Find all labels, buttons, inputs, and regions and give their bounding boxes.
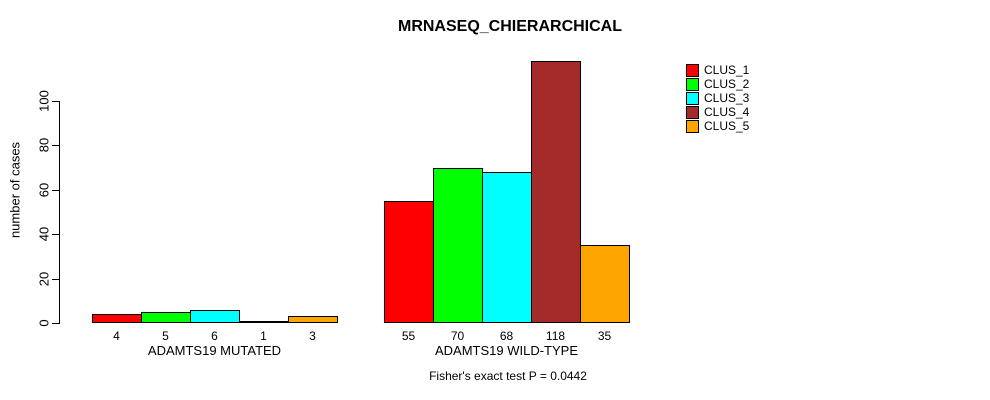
bar-clus_3-2: [482, 172, 532, 323]
y-axis-label: number of cases: [7, 141, 23, 239]
x-group-label: ADAMTS19 MUTATED: [147, 343, 282, 358]
legend-item: CLUS_3: [686, 92, 749, 105]
bar-value-label: 4: [113, 329, 120, 343]
bar-clus_2-1: [141, 312, 191, 323]
bar-clus_1-1: [92, 314, 142, 323]
bar-value-label: 3: [309, 329, 316, 343]
legend-swatch-clus_2: [686, 78, 699, 91]
legend-label: CLUS_2: [704, 77, 750, 91]
y-tick-label: 100: [36, 90, 52, 112]
legend-swatch-clus_1: [686, 64, 699, 77]
y-tick: [52, 189, 59, 191]
y-tick-label: 20: [36, 271, 52, 286]
legend-label: CLUS_3: [704, 91, 750, 105]
bar-value-label: 1: [260, 329, 267, 343]
bar-clus_3-1: [190, 310, 240, 323]
legend-swatch-clus_4: [686, 106, 699, 119]
bar-value-label: 118: [545, 329, 566, 343]
y-tick-label: 80: [36, 138, 52, 153]
y-tick-label: 60: [36, 182, 52, 198]
y-tick: [52, 101, 59, 102]
legend-label: CLUS_1: [704, 63, 750, 77]
legend-swatch-clus_5: [686, 120, 699, 133]
y-tick-label: 40: [36, 226, 52, 242]
y-tick: [52, 278, 59, 280]
bar-value-label: 70: [450, 329, 465, 343]
statistical-test-note: Fisher's exact test P = 0.0442: [429, 369, 587, 383]
legend: CLUS_1 CLUS_2 CLUS_3 CLUS_4 CLUS_5: [686, 64, 749, 134]
legend-swatch-clus_3: [686, 92, 699, 105]
bar-value-label: 55: [401, 329, 416, 343]
bar-value-label: 6: [211, 329, 218, 343]
legend-item: CLUS_5: [686, 120, 749, 133]
bar-value-label: 68: [499, 329, 514, 343]
bar-clus_2-2: [433, 168, 483, 323]
x-group-label: ADAMTS19 WILD-TYPE: [434, 343, 579, 358]
bar-clus_5-1: [288, 316, 338, 323]
bar-clus_4-2: [531, 61, 581, 323]
chart-title: MRNASEQ_CHIERARCHICAL: [397, 18, 623, 35]
y-tick: [52, 234, 59, 236]
bar-clus_4-1: [239, 321, 289, 323]
legend-item: CLUS_2: [686, 78, 749, 91]
y-tick: [52, 323, 59, 324]
y-axis-line: [59, 101, 60, 324]
legend-item: CLUS_1: [686, 64, 749, 77]
y-tick-label: 0: [36, 319, 52, 327]
y-tick: [52, 145, 59, 147]
bar-clus_1-2: [384, 201, 434, 323]
bar-clus_5-2: [580, 245, 630, 323]
legend-label: CLUS_5: [704, 119, 750, 133]
legend-item: CLUS_4: [686, 106, 749, 119]
legend-label: CLUS_4: [704, 105, 750, 119]
bar-value-label: 5: [162, 329, 169, 343]
bar-value-label: 35: [597, 329, 612, 343]
